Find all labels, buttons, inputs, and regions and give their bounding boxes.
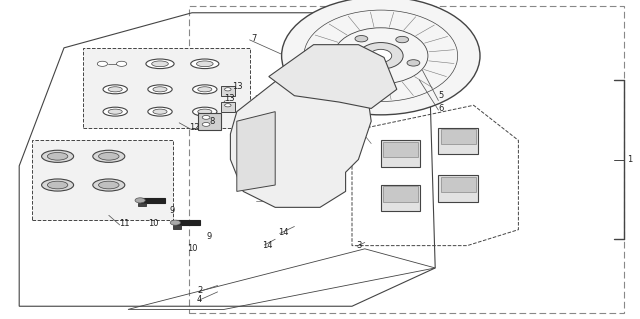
Bar (221, 102, 235, 112)
Bar (173, 225, 181, 229)
Bar (189, 6, 624, 313)
Ellipse shape (358, 42, 403, 69)
Circle shape (97, 61, 108, 66)
Circle shape (225, 88, 231, 91)
Text: 6: 6 (438, 104, 444, 113)
Bar (383, 186, 418, 202)
Text: 8: 8 (209, 117, 214, 126)
Ellipse shape (99, 152, 119, 160)
Circle shape (355, 35, 368, 42)
Ellipse shape (103, 107, 127, 116)
Text: 4: 4 (197, 295, 202, 304)
Ellipse shape (93, 150, 125, 162)
Ellipse shape (146, 59, 174, 69)
Circle shape (407, 60, 420, 66)
Ellipse shape (42, 179, 74, 191)
Text: 13: 13 (232, 82, 243, 91)
Bar (383, 142, 418, 157)
Ellipse shape (198, 109, 212, 114)
Polygon shape (269, 45, 397, 108)
Circle shape (202, 115, 210, 119)
Text: 1: 1 (627, 155, 632, 164)
Ellipse shape (103, 85, 127, 94)
Bar (32, 140, 173, 220)
Bar (381, 185, 420, 211)
Text: 2: 2 (197, 286, 202, 295)
Bar (441, 129, 476, 144)
Ellipse shape (153, 87, 167, 92)
Bar (83, 48, 250, 128)
Bar (441, 177, 476, 192)
Text: 13: 13 (224, 94, 235, 103)
Bar (438, 128, 478, 154)
Ellipse shape (152, 61, 168, 67)
Bar (438, 175, 478, 202)
Text: 14: 14 (278, 228, 289, 237)
Ellipse shape (282, 0, 480, 115)
Ellipse shape (193, 107, 217, 116)
Text: 11: 11 (119, 219, 129, 228)
Ellipse shape (108, 87, 122, 92)
Ellipse shape (93, 179, 125, 191)
Ellipse shape (198, 87, 212, 92)
Circle shape (373, 73, 386, 80)
Circle shape (396, 36, 408, 43)
Text: 5: 5 (438, 91, 444, 100)
Ellipse shape (42, 150, 74, 162)
Bar (221, 86, 235, 96)
Bar (381, 140, 420, 167)
Ellipse shape (193, 85, 217, 94)
Ellipse shape (47, 152, 68, 160)
Circle shape (116, 61, 127, 66)
Ellipse shape (191, 59, 219, 69)
Bar (176, 220, 200, 225)
Circle shape (135, 198, 145, 203)
Ellipse shape (47, 181, 68, 189)
Ellipse shape (148, 107, 172, 116)
Ellipse shape (108, 109, 122, 114)
Ellipse shape (370, 49, 392, 62)
Text: 3: 3 (356, 241, 362, 250)
Circle shape (170, 220, 180, 225)
Text: 9: 9 (170, 206, 175, 215)
Ellipse shape (148, 85, 172, 94)
Text: 7: 7 (251, 34, 256, 43)
Ellipse shape (196, 61, 213, 67)
Polygon shape (237, 112, 275, 191)
Text: 12: 12 (189, 123, 200, 132)
Circle shape (341, 58, 354, 65)
Ellipse shape (153, 109, 167, 114)
Bar (141, 198, 165, 203)
Ellipse shape (99, 181, 119, 189)
Text: 10: 10 (148, 219, 159, 228)
Bar (138, 203, 146, 206)
Text: 14: 14 (262, 241, 273, 250)
Circle shape (202, 122, 210, 126)
Bar (198, 113, 221, 130)
Text: 9: 9 (207, 232, 212, 241)
Circle shape (225, 104, 231, 107)
Text: 10: 10 (187, 244, 197, 253)
Polygon shape (230, 67, 371, 207)
